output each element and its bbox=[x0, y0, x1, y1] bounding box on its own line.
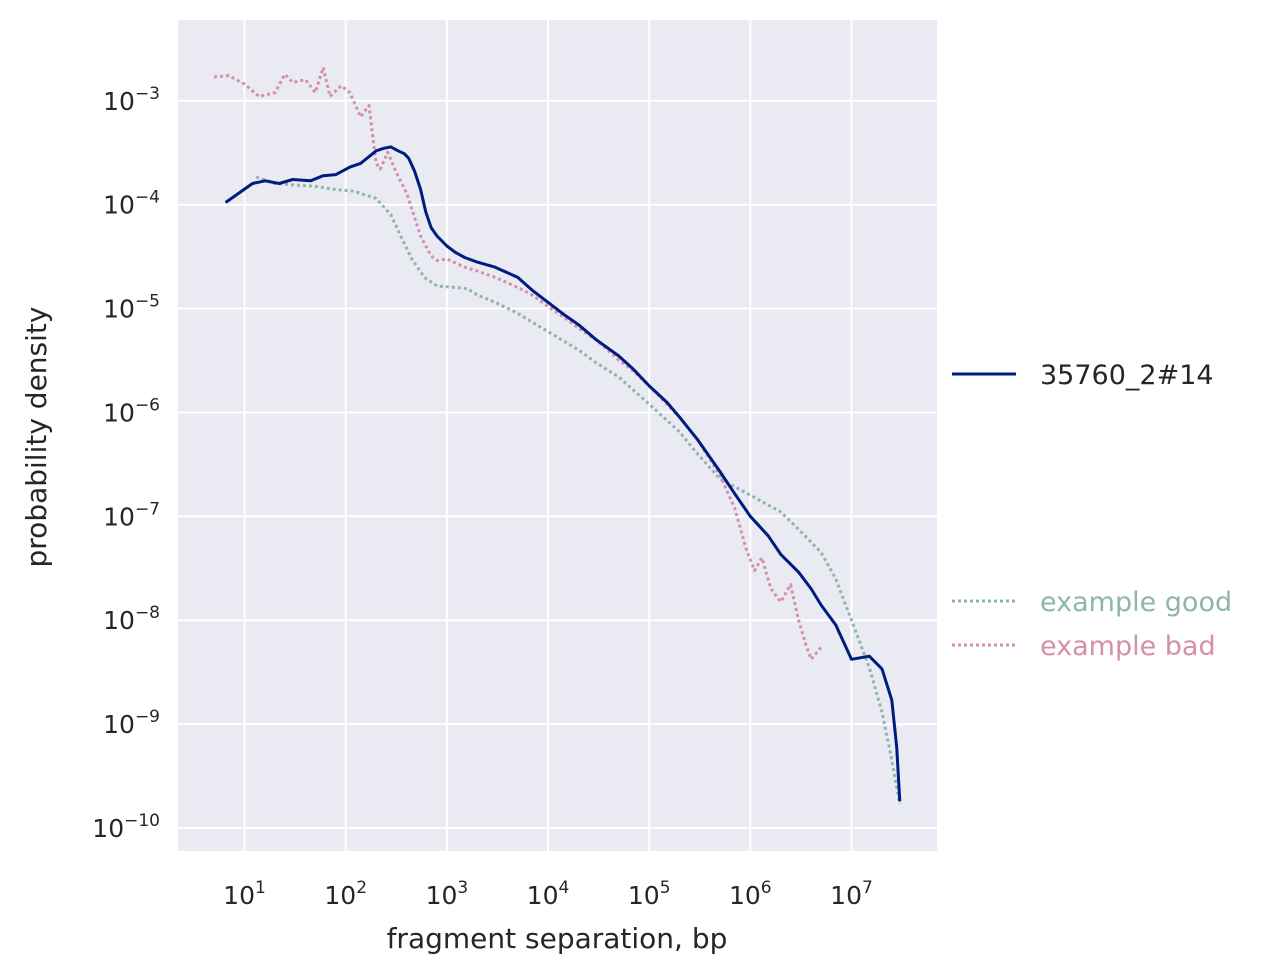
legend-main: 35760_2#14 bbox=[952, 360, 1214, 391]
y-tick-label: 10−7 bbox=[103, 499, 160, 531]
y-tick-label: 10−8 bbox=[103, 603, 160, 635]
y-axis-title: probability density bbox=[20, 307, 53, 568]
y-tick-label: 10−9 bbox=[103, 707, 160, 739]
x-tick-label: 105 bbox=[628, 878, 671, 910]
x-axis-ticks: 101 102 103 104 105 106 107 bbox=[223, 878, 873, 910]
x-tick-label: 103 bbox=[426, 878, 469, 910]
series-line-3 bbox=[213, 65, 823, 661]
grid bbox=[178, 20, 937, 851]
y-tick-label: 10−5 bbox=[103, 292, 160, 324]
plot-background bbox=[178, 20, 937, 851]
series-layer bbox=[213, 65, 902, 805]
legend-examples: example good example bad bbox=[952, 587, 1232, 662]
y-tick-label: 10−3 bbox=[103, 84, 160, 116]
y-axis-ticks: 10−3 10−4 10−5 10−6 10−7 10−8 10−9 10−10 bbox=[92, 84, 160, 843]
x-tick-label: 106 bbox=[729, 878, 772, 910]
x-axis-title: fragment separation, bp bbox=[387, 922, 728, 955]
y-tick-label: 10−10 bbox=[92, 811, 160, 843]
x-tick-label: 102 bbox=[324, 878, 367, 910]
y-tick-label: 10−6 bbox=[103, 396, 160, 428]
series-line-2 bbox=[255, 175, 902, 805]
legend-label-series-2: example good bbox=[1040, 587, 1232, 618]
legend-label-series-3: example bad bbox=[1040, 631, 1216, 662]
x-tick-label: 107 bbox=[830, 878, 873, 910]
x-tick-label: 104 bbox=[527, 878, 570, 910]
x-tick-label: 101 bbox=[223, 878, 266, 910]
series-line-1 bbox=[224, 145, 902, 802]
y-tick-label: 10−4 bbox=[103, 188, 160, 220]
legend-label-series-1: 35760_2#14 bbox=[1040, 360, 1214, 391]
